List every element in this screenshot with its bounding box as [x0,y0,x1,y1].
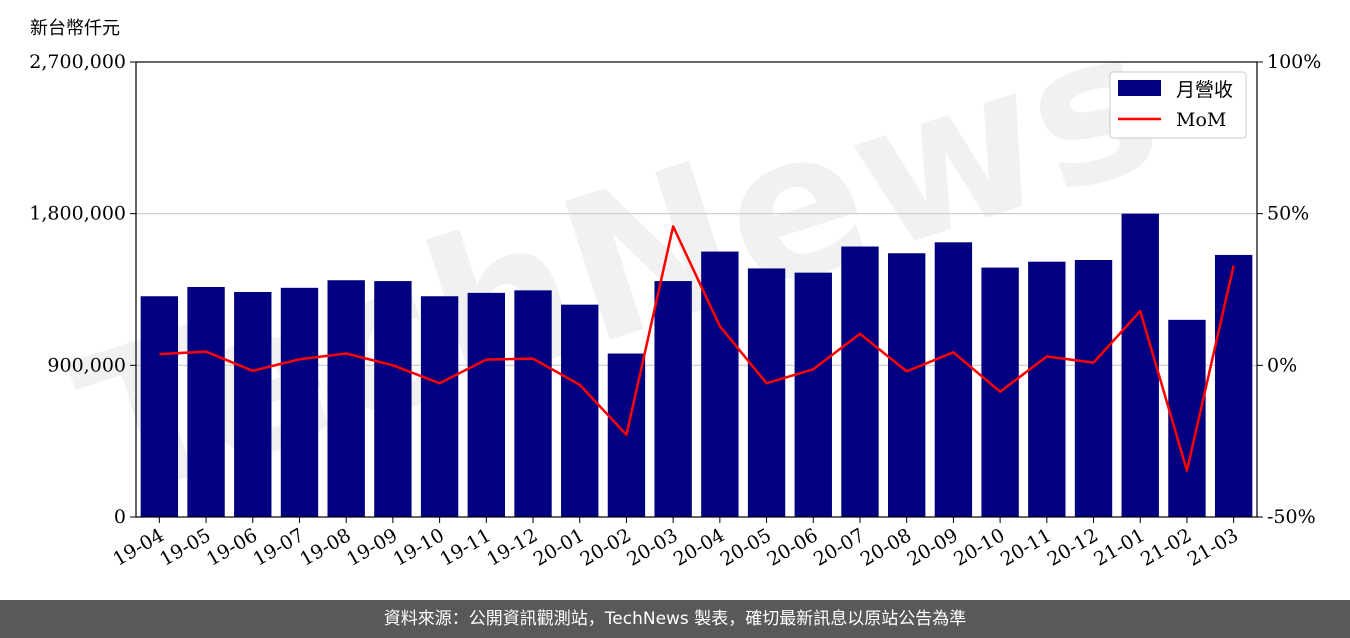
x-tick-label-19-04: 19-04 [109,524,167,570]
mom-line [159,225,1235,472]
x-tick-label-19-08: 19-08 [296,524,354,570]
legend-line-label: MoM [1176,109,1226,131]
bar-19-09 [374,281,412,517]
x-tick-label-19-05: 19-05 [156,524,214,570]
x-tick-label-20-08: 20-08 [857,524,915,570]
x-tick-label-20-05: 20-05 [717,524,775,570]
bar-20-06 [794,272,832,517]
x-tick-label-21-02: 21-02 [1137,524,1195,570]
y-axis-unit-label: 新台幣仟元 [30,18,120,39]
legend-bar-label: 月營收 [1176,79,1233,101]
bar-20-12 [1074,260,1113,517]
bar-20-01 [561,304,599,517]
bar-20-09 [934,242,973,517]
source-footer: 資料來源：公開資訊觀測站，TechNews 製表，確切最新訊息以原站公告為準 [0,600,1350,638]
bar-20-11 [1028,261,1066,517]
legend-bar-swatch [1118,80,1161,96]
x-tick-label-19-11: 19-11 [436,524,494,570]
x-tick-label-20-04: 20-04 [670,524,728,570]
bar-19-12 [514,290,552,517]
x-tick-label-20-12: 20-12 [1044,524,1102,570]
x-tick-label-20-10: 20-10 [950,524,1008,570]
bar-19-08 [327,280,365,517]
y-left-tick-label: 0 [114,506,126,528]
y-right-tick-label: 0% [1267,354,1297,376]
bar-19-05 [187,286,225,517]
y-right-tick-label: 100% [1267,51,1321,73]
x-tick-label-21-01: 21-01 [1090,524,1148,570]
bar-19-11 [467,292,505,517]
x-tick-label-21-03: 21-03 [1184,524,1242,570]
x-tick-label-20-03: 20-03 [623,524,681,570]
y-left-tick-label: 1,800,000 [29,203,126,225]
x-tick-label-19-09: 19-09 [343,524,401,570]
revenue-chart: 0 900,000 1,800,000 2,700,000 -50% 0% 50% 100% 1… [29,51,1321,571]
bar-21-03 [1214,254,1253,517]
bar-19-06 [234,292,272,517]
bar-20-08 [888,253,926,517]
x-tick-label-20-02: 20-02 [576,524,634,570]
x-tick-label-20-06: 20-06 [763,524,821,570]
x-tick-label-19-10: 19-10 [390,524,448,570]
bar-19-04 [140,296,179,517]
x-tick-label-19-12: 19-12 [483,524,541,570]
y-right-tick-label: 50% [1267,203,1309,225]
bar-20-07 [841,246,879,517]
bar-19-10 [420,296,459,517]
bar-20-04 [701,251,739,518]
x-tick-label-20-01: 20-01 [530,524,588,570]
y-left-tick-label: 2,700,000 [29,51,126,73]
y-left-tick-label: 900,000 [47,354,126,376]
legend: 月營收 MoM [1109,71,1247,139]
x-tick-label-20-09: 20-09 [903,524,961,570]
bar-20-03 [654,281,692,517]
y-right-tick-label: -50% [1267,506,1316,528]
x-tick-label-19-07: 19-07 [250,524,308,570]
bar-19-07 [280,287,319,517]
plot-frame [135,61,1258,518]
bar-21-01 [1121,213,1159,517]
x-tick-label-20-11: 20-11 [997,524,1055,570]
x-tick-label-20-07: 20-07 [810,524,868,570]
x-tick-label-19-06: 19-06 [203,524,261,570]
bar-20-05 [747,268,786,517]
